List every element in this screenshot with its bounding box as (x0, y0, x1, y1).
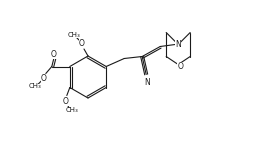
Text: CH₃: CH₃ (68, 32, 80, 38)
Text: O: O (79, 39, 85, 47)
Text: O: O (177, 62, 183, 71)
Text: O: O (41, 74, 47, 83)
Text: O: O (51, 50, 57, 59)
Text: N: N (144, 78, 150, 87)
Text: O: O (63, 97, 69, 106)
Text: CH₃: CH₃ (66, 107, 78, 113)
Text: N: N (175, 40, 181, 49)
Text: CH₃: CH₃ (28, 84, 41, 89)
